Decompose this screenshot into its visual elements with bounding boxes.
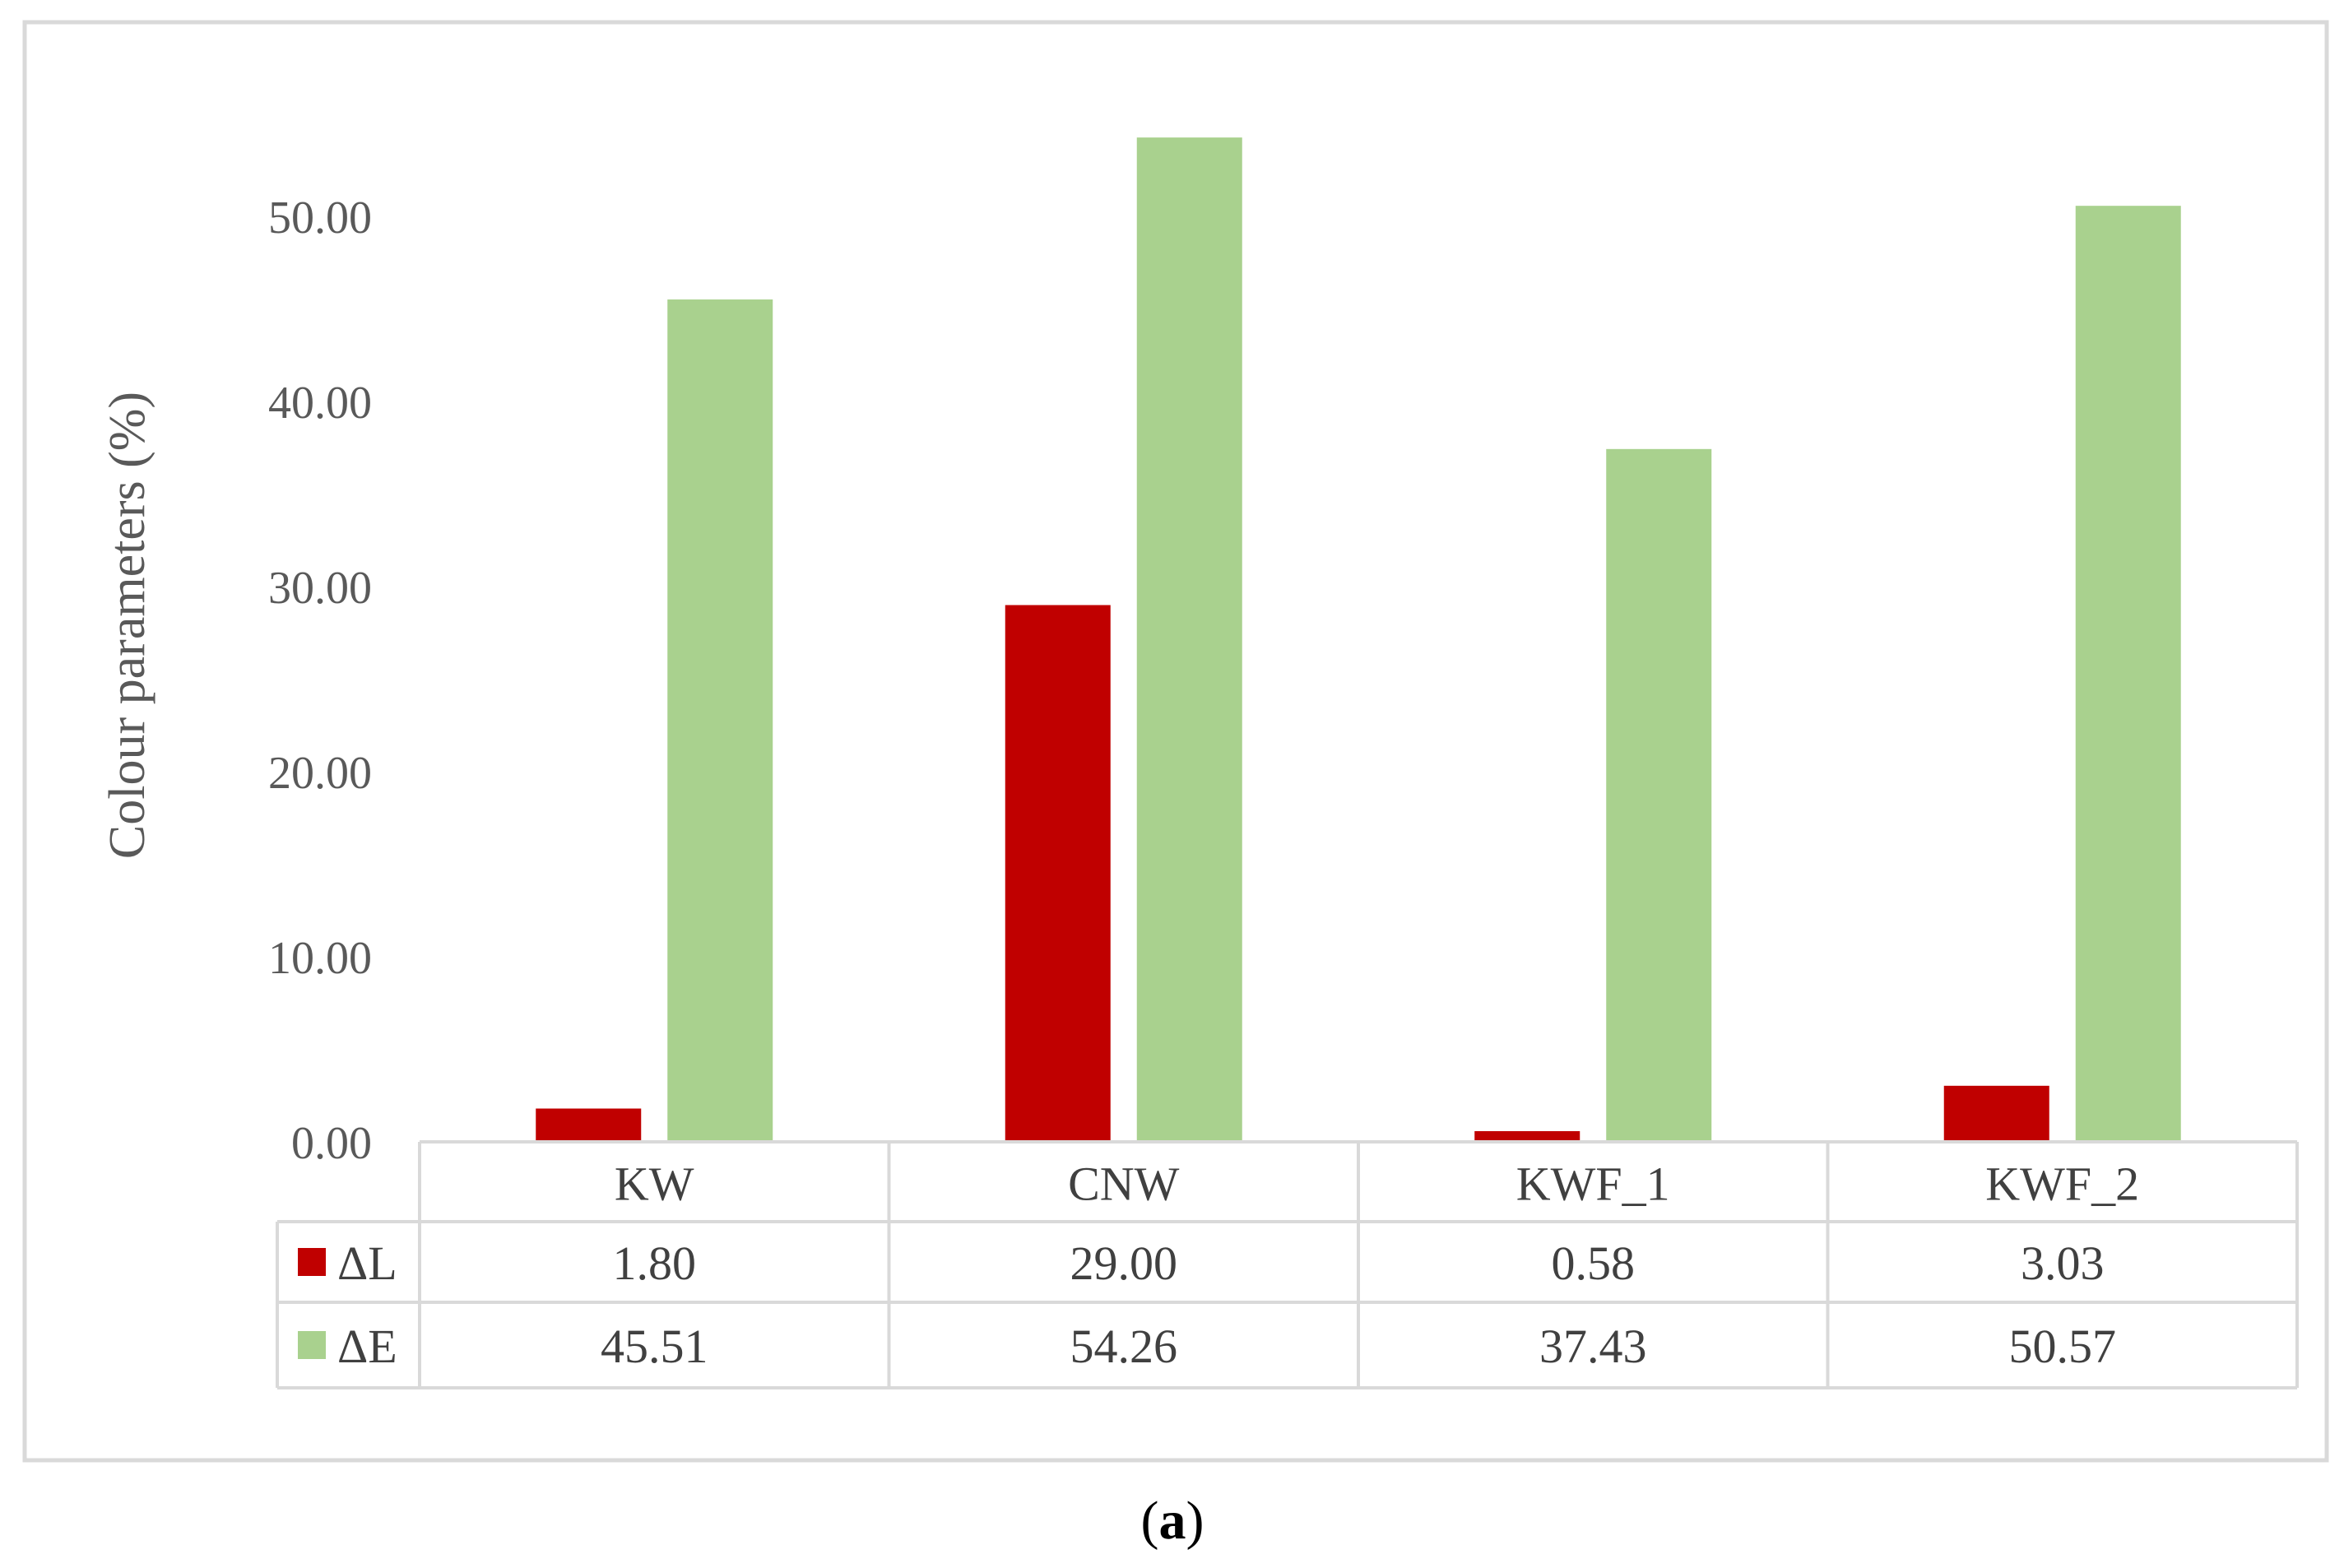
- y-axis-title: Colour parameters (%): [100, 392, 155, 859]
- legend-label: ΔL: [337, 1236, 397, 1290]
- data-value-label: 0.58: [1552, 1236, 1636, 1290]
- data-value-label: 1.80: [613, 1236, 697, 1290]
- y-tick-label: 10.00: [268, 933, 372, 984]
- bar-delta-e-cnw: [1136, 137, 1242, 1142]
- data-value-label: 3.03: [2021, 1236, 2105, 1290]
- bar-delta-e-kwf-2: [2075, 206, 2181, 1142]
- y-tick-label: 50.00: [268, 193, 372, 244]
- y-axis-ticks: 0.00 10.00 20.00 30.00 40.00 50.00: [268, 193, 372, 1169]
- bar-delta-e-kwf-1: [1606, 448, 1712, 1142]
- data-table: KW CNW KWF_1 KWF_2 ΔL 1.80 29.00 0.58 3.03 ΔE 45.5…: [276, 1140, 2299, 1389]
- x-category-label: CNW: [1068, 1157, 1180, 1211]
- legend-label: ΔE: [337, 1320, 397, 1373]
- bars: [536, 137, 2181, 1142]
- bar-delta-e-kw: [667, 299, 773, 1142]
- data-value-label: 45.51: [601, 1320, 708, 1373]
- data-value-label: 37.43: [1539, 1320, 1647, 1373]
- data-value-label: 50.57: [2009, 1320, 2117, 1373]
- legend-swatch: [298, 1248, 326, 1276]
- y-tick-label: 0.00: [291, 1118, 372, 1169]
- bar-delta-l-kw: [536, 1108, 642, 1142]
- x-category-label: KWF_1: [1516, 1157, 1670, 1211]
- data-value-label: 54.26: [1070, 1320, 1178, 1373]
- bar-delta-l-kwf-2: [1943, 1085, 2049, 1142]
- legend-swatch: [298, 1331, 326, 1359]
- bar-delta-l-cnw: [1005, 605, 1111, 1142]
- x-category-label: KW: [615, 1157, 694, 1211]
- y-tick-label: 40.00: [268, 378, 372, 429]
- y-tick-label: 30.00: [268, 563, 372, 614]
- figure-caption: (a): [1141, 1491, 1204, 1551]
- y-tick-label: 20.00: [268, 748, 372, 799]
- x-category-label: KWF_2: [1985, 1157, 2139, 1211]
- bar-delta-l-kwf-1: [1474, 1130, 1580, 1142]
- data-value-label: 29.00: [1070, 1236, 1178, 1290]
